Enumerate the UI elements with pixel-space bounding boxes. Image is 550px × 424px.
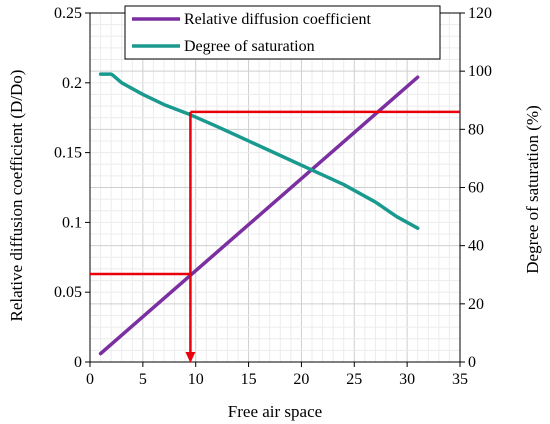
y-right-tick-label: 60 <box>468 180 484 197</box>
x-tick-label: 20 <box>293 371 309 388</box>
y-right-axis-title: Degree of saturation (%) <box>523 105 542 274</box>
y-right-tick-label: 100 <box>468 63 492 80</box>
y-left-tick-label: 0.15 <box>54 145 82 162</box>
y-right-tick-label: 20 <box>468 296 484 313</box>
x-tick-label: 15 <box>241 371 257 388</box>
legend: Relative diffusion coefficient Degree of… <box>124 5 441 60</box>
legend-label-relative-diffusion: Relative diffusion coefficient <box>184 11 371 28</box>
x-tick-label: 0 <box>86 371 94 388</box>
series-line-relative-diffusion <box>98 75 420 356</box>
x-tick-label: 25 <box>346 371 362 388</box>
y-left-tick-label: 0.25 <box>54 5 82 22</box>
ticks: 0 5 10 15 20 25 30 3500.050.10.150.20.250204060… <box>54 5 492 388</box>
y-left-axis-title: Relative diffusion coefficient (D/Do) <box>7 70 26 322</box>
x-axis-title: Free air space <box>228 402 322 421</box>
y-left-tick-label: 0.2 <box>62 75 82 92</box>
y-right-tick-label: 120 <box>468 5 492 22</box>
legend-box <box>124 5 441 60</box>
annotation-layer <box>90 110 460 363</box>
y-right-tick-label: 80 <box>468 121 484 138</box>
x-tick-label: 30 <box>399 371 415 388</box>
grid <box>89 12 461 363</box>
y-right-tick-label: 40 <box>468 238 484 255</box>
y-left-tick-label: 0 <box>74 354 82 371</box>
series-line-degree-of-saturation <box>98 72 420 230</box>
legend-label-degree-of-saturation: Degree of saturation <box>184 38 315 55</box>
x-tick-label: 35 <box>452 371 468 388</box>
x-tick-label: 5 <box>139 371 147 388</box>
guide-arrowhead <box>185 352 196 363</box>
y-left-tick-label: 0.05 <box>54 284 82 301</box>
y-right-tick-label: 0 <box>468 354 476 371</box>
y-left-tick-label: 0.1 <box>62 214 82 231</box>
x-tick-label: 10 <box>188 371 204 388</box>
series-layer <box>98 72 420 356</box>
